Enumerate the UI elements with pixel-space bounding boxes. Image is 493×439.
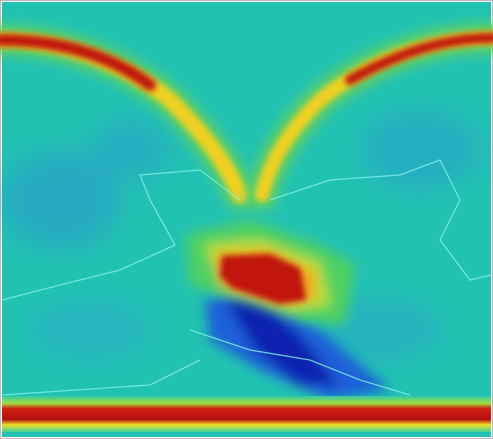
bottom-band [2, 396, 491, 432]
field-plot [0, 0, 493, 439]
